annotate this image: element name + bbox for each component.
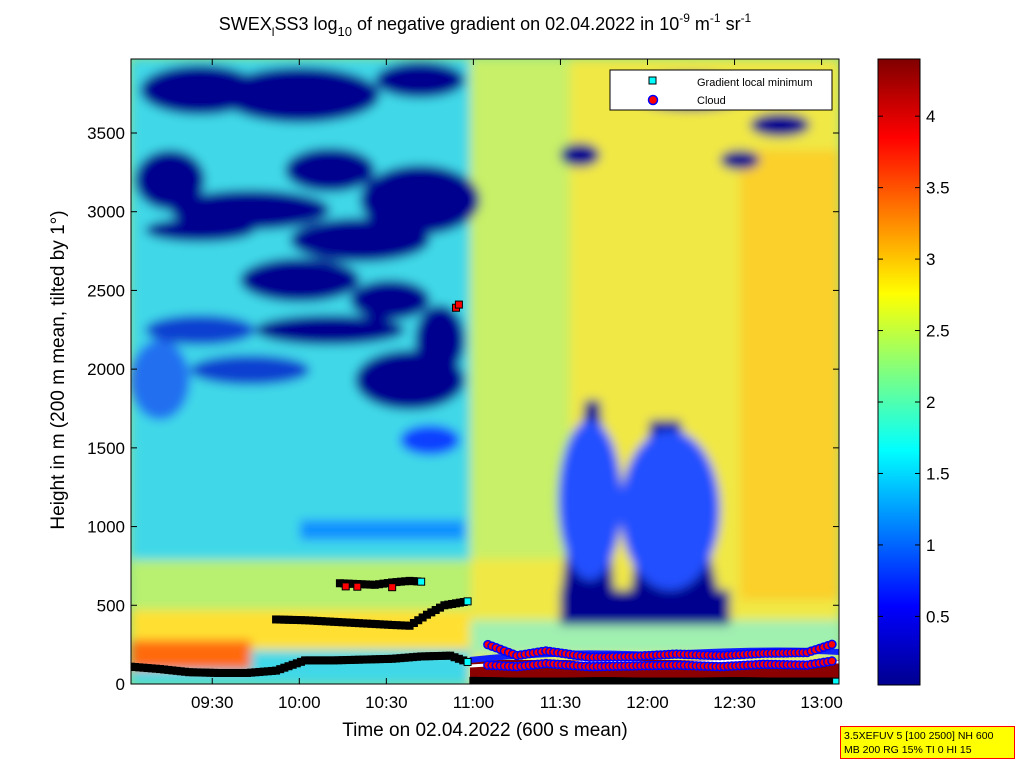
colorbar-tick-label: 3.5 <box>926 179 950 198</box>
colorbar-tick-label: 1.5 <box>926 464 950 483</box>
y-axis: 0 500 1000 1500 2000 2500 3000 3500 <box>87 124 839 694</box>
colorbar-tick-label: 3 <box>926 250 935 269</box>
colorbar-tick-label: 4 <box>926 107 935 126</box>
x-tick-label: 12:00 <box>626 693 669 712</box>
legend-box <box>609 69 833 111</box>
y-tick-label: 1000 <box>87 518 125 537</box>
chart-title: SWEXlSS3 log10 of negative gradient on 0… <box>219 11 752 39</box>
colorbar-tick-label: 0.5 <box>926 607 950 626</box>
y-tick-label: 3500 <box>87 124 125 143</box>
plot-area <box>131 59 839 684</box>
legend: Gradient local minimum Cloud <box>609 69 833 111</box>
y-axis-label: Height in m (200 m mean, tilted by 1°) <box>48 210 69 529</box>
y-tick-label: 2000 <box>87 360 125 379</box>
x-tick-label: 13:00 <box>800 693 843 712</box>
x-tick-label: 10:00 <box>278 693 321 712</box>
y-tick-label: 1500 <box>87 439 125 458</box>
info-line-2: MB 200 RG 15% TI 0 HI 15 <box>844 744 972 756</box>
gradient-min-marker <box>417 577 426 586</box>
legend-marker-cloud <box>647 94 659 106</box>
colorbar-ramp <box>877 58 921 686</box>
y-tick-label: 3000 <box>87 203 125 222</box>
legend-label-cloud: Cloud <box>697 95 726 107</box>
x-tick-label: 11:30 <box>540 693 581 712</box>
gradient-min-marker <box>832 677 839 684</box>
info-box: 3.5XEFUV 5 [100 2500] NH 600 MB 200 RG 1… <box>840 726 1015 759</box>
cloud-marker <box>388 583 397 592</box>
cloud-marker <box>454 300 463 309</box>
colorbar-ticks: 0.5 1 1.5 2 2.5 3 3.5 4 <box>878 107 950 626</box>
colorbar: 0.5 1 1.5 2 2.5 3 3.5 4 <box>877 58 950 686</box>
cloud-marker <box>353 582 362 591</box>
info-line-1: 3.5XEFUV 5 [100 2500] NH 600 <box>844 730 994 742</box>
x-axis-label: Time on 02.04.2022 (600 s mean) <box>342 720 628 741</box>
x-tick-label: 11:00 <box>453 693 494 712</box>
marker-layer <box>131 300 839 684</box>
gradient-min-marker <box>463 597 472 606</box>
x-tick-label: 09:30 <box>191 693 234 712</box>
y-tick-label: 0 <box>116 675 125 694</box>
plot-frame <box>130 58 840 685</box>
colorbar-tick-label: 2.5 <box>926 322 950 341</box>
legend-marker-gradient-min <box>648 76 657 85</box>
x-tick-label: 12:30 <box>713 693 756 712</box>
colorbar-tick-label: 2 <box>926 393 935 412</box>
cloud-marker <box>341 582 350 591</box>
y-tick-label: 2500 <box>87 281 125 300</box>
cloud-marker <box>827 656 837 666</box>
colorbar-tick-label: 1 <box>926 536 935 555</box>
gradient-min-marker <box>463 657 472 666</box>
x-tick-label: 10:30 <box>365 693 408 712</box>
legend-label-gradient-min: Gradient local minimum <box>697 77 813 89</box>
cloud-marker <box>827 639 837 650</box>
y-tick-label: 500 <box>97 596 125 615</box>
x-axis: 09:30 10:00 10:30 11:00 11:30 12:00 12:30 13:00 <box>191 59 843 712</box>
